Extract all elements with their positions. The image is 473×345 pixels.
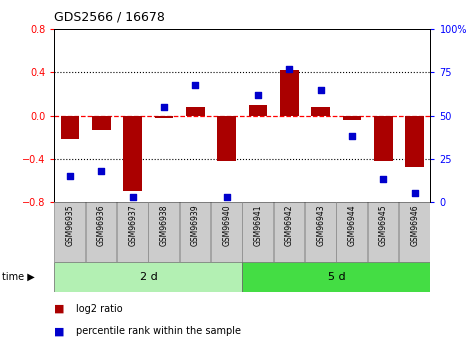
Point (254, 92, 262, 98)
Text: GSM96943: GSM96943 (316, 205, 325, 246)
Bar (399, 202, 430, 262)
Text: 2 d: 2 d (140, 272, 158, 282)
Point (97, 168, 105, 174)
Bar (180, 202, 210, 262)
Point (192, 82, 199, 87)
Point (380, 177, 387, 182)
Text: percentile rank within the sample: percentile rank within the sample (76, 326, 241, 336)
Bar (249, 105, 268, 116)
Bar (374, 116, 393, 161)
Text: GSM96939: GSM96939 (191, 205, 200, 246)
Point (348, 134, 356, 139)
Point (286, 66, 293, 72)
Bar (280, 70, 299, 116)
Point (160, 104, 168, 110)
Bar (311, 107, 330, 116)
Bar (54, 202, 85, 262)
Bar (243, 202, 273, 262)
Text: ■: ■ (54, 304, 65, 314)
Text: ■: ■ (54, 326, 65, 336)
Bar (92, 116, 111, 130)
Text: GSM96938: GSM96938 (159, 205, 168, 246)
Text: GSM96935: GSM96935 (66, 205, 75, 246)
Text: GSM96941: GSM96941 (254, 205, 263, 246)
Text: GSM96940: GSM96940 (222, 205, 231, 246)
Point (317, 87, 324, 92)
Text: GSM96944: GSM96944 (348, 205, 357, 246)
Bar (342, 116, 361, 120)
Point (223, 194, 230, 199)
Bar (368, 202, 398, 262)
Bar (123, 116, 142, 191)
Bar (211, 202, 242, 262)
Bar (86, 202, 116, 262)
Bar (218, 116, 236, 161)
Text: GSM96936: GSM96936 (97, 205, 106, 246)
Bar (155, 116, 174, 118)
Bar (274, 202, 305, 262)
Bar (117, 202, 148, 262)
Text: GSM96945: GSM96945 (379, 205, 388, 246)
Point (129, 194, 137, 199)
Point (411, 190, 419, 196)
Text: GDS2566 / 16678: GDS2566 / 16678 (54, 10, 165, 23)
Bar (336, 202, 367, 262)
Bar (61, 116, 79, 139)
Text: log2 ratio: log2 ratio (76, 304, 123, 314)
Bar (186, 107, 205, 116)
Point (66, 173, 74, 179)
Bar (243, 262, 430, 292)
Bar (405, 116, 424, 167)
Text: GSM96946: GSM96946 (410, 205, 419, 246)
Text: 5 d: 5 d (328, 272, 345, 282)
Bar (149, 202, 179, 262)
Text: time ▶: time ▶ (2, 272, 35, 282)
Bar (305, 202, 336, 262)
Text: GSM96942: GSM96942 (285, 205, 294, 246)
Text: GSM96937: GSM96937 (128, 205, 137, 246)
Bar (54, 262, 243, 292)
